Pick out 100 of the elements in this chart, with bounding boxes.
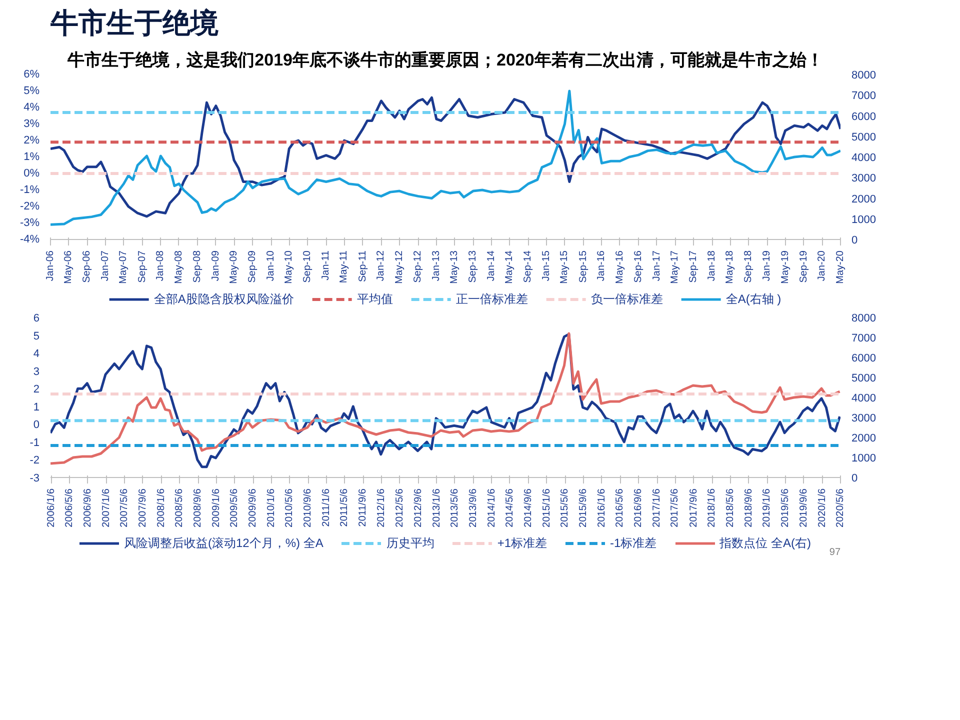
x-tick-label: May-15 — [559, 250, 570, 284]
x-tick-label: May-18 — [724, 250, 736, 284]
x-tick-label: 2019/1/6 — [762, 488, 773, 528]
x-tick-label: May-12 — [394, 250, 405, 284]
x-tick-label: 2014/9/6 — [523, 488, 534, 528]
x-tick-label: 2013/1/6 — [431, 488, 442, 528]
y-tick-label: -3% — [20, 217, 40, 229]
x-tick-label: 2010/5/6 — [284, 488, 296, 528]
x-tick-label: 2019/5/6 — [780, 488, 791, 528]
x-tick-label: Sep-08 — [192, 250, 204, 283]
x-tick-label: Sep-09 — [247, 250, 258, 283]
y-tick-label: 5 — [33, 330, 40, 342]
x-tick-label: 2009/1/6 — [211, 488, 222, 528]
y2-tick-label: 4000 — [852, 152, 876, 164]
x-tick-label: Sep-14 — [522, 250, 534, 283]
x-tick-label: Jan-11 — [320, 250, 332, 280]
x-tick-label: 2012/1/6 — [376, 488, 388, 528]
x-tick-label: Sep-18 — [743, 250, 754, 283]
x-tick-label: May-19 — [780, 250, 791, 284]
legend-label: 平均值 — [356, 290, 393, 308]
x-tick-label: 2014/1/6 — [486, 488, 498, 528]
x-tick-label: Sep-10 — [302, 250, 314, 283]
y-tick-label: 3 — [33, 366, 40, 378]
x-tick-label: 2009/9/6 — [248, 488, 259, 528]
x-tick-label: Jan-18 — [706, 250, 718, 282]
y2-tick-label: 2000 — [852, 193, 876, 206]
x-tick-label: 2017/5/6 — [670, 488, 681, 528]
x-tick-label: Jan-12 — [376, 250, 387, 282]
y-tick-label: -1% — [20, 184, 40, 196]
x-tick-label: 2020/5/6 — [835, 488, 846, 528]
x-tick-label: Jan-07 — [100, 250, 112, 282]
x-tick-label: Jan-13 — [430, 250, 442, 282]
y2-tick-label: 0 — [852, 234, 858, 246]
x-tick-label: 2011/1/6 — [321, 488, 332, 527]
x-tick-label: Jan-09 — [210, 250, 222, 282]
x-tick-label: 2016/1/6 — [596, 488, 608, 528]
x-tick-label: 2008/9/6 — [192, 488, 204, 528]
x-tick-label: Jan-08 — [155, 250, 166, 282]
y2-tick-label: 2000 — [852, 432, 876, 444]
x-tick-label: Sep-13 — [468, 250, 479, 283]
legend-label: +1标准差 — [497, 534, 548, 552]
legend-label: 全A(右轴 ) — [726, 290, 782, 308]
y-tick-label: -4% — [20, 234, 40, 246]
x-tick-label: May-17 — [670, 250, 681, 284]
x-tick-label: 2015/5/6 — [560, 488, 571, 528]
x-tick-label: 2020/1/6 — [816, 488, 828, 528]
x-tick-label: 2012/5/6 — [394, 488, 406, 528]
x-tick-label: May-16 — [614, 250, 626, 284]
x-tick-label: Jan-06 — [45, 250, 56, 282]
y2-tick-label: 4000 — [852, 392, 876, 404]
y-tick-label: 5% — [24, 85, 40, 97]
x-tick-label: May-14 — [504, 250, 516, 284]
y-tick-label: 6% — [24, 68, 40, 80]
legend-label: 历史平均 — [386, 534, 434, 552]
x-tick-label: 2009/5/6 — [229, 488, 240, 528]
x-tick-label: Sep-17 — [688, 250, 700, 283]
y2-tick-label: 6000 — [852, 352, 876, 364]
legend-label: 指数点位 全A(右) — [720, 534, 812, 552]
y-tick-label: 1 — [33, 401, 40, 414]
x-tick-label: 2013/9/6 — [468, 488, 479, 528]
y2-tick-label: 5000 — [852, 372, 876, 384]
x-tick-label: May-11 — [338, 250, 350, 284]
y2-tick-label: 8000 — [852, 312, 876, 324]
x-tick-label: Sep-19 — [798, 250, 810, 283]
legend-label: 全部A股隐含股权风险溢价 — [154, 290, 294, 308]
y2-tick-label: 7000 — [852, 332, 876, 344]
x-tick-label: 2010/9/6 — [302, 488, 314, 528]
x-tick-label: Sep-06 — [82, 250, 93, 283]
x-tick-label: May-07 — [118, 250, 130, 284]
x-tick-label: 2018/1/6 — [706, 488, 718, 528]
x-tick-label: 2015/1/6 — [541, 488, 552, 528]
x-tick-label: Sep-07 — [136, 250, 148, 283]
y-tick-label: -2% — [20, 200, 40, 212]
x-tick-label: 2011/5/6 — [339, 488, 350, 527]
x-tick-label: Jan-19 — [762, 250, 773, 282]
y-tick-label: 0% — [24, 168, 40, 180]
y-tick-label: 0 — [33, 419, 40, 432]
x-tick-label: 2007/1/6 — [100, 488, 112, 528]
text: 97 — [829, 547, 841, 558]
x-tick-label: Sep-15 — [578, 250, 589, 283]
x-tick-label: 2006/5/6 — [64, 488, 75, 528]
x-tick-label: 2007/9/6 — [137, 488, 148, 528]
x-tick-label: 2013/5/6 — [449, 488, 460, 528]
chart-subtitle: 牛市生于绝境，这是我们2019年底不谈牛市的重要原因；2020年若有二次出清，可能就是牛市之始！ — [66, 50, 824, 70]
y2-tick-label: 6000 — [852, 110, 876, 123]
y-tick-label: -3 — [30, 472, 40, 484]
x-tick-label: Jan-14 — [486, 250, 498, 282]
x-tick-label: May-20 — [835, 250, 846, 284]
y-tick-label: 2 — [33, 384, 40, 396]
y2-tick-label: 1000 — [852, 214, 876, 226]
x-tick-label: 2017/1/6 — [652, 488, 663, 528]
x-tick-label: 2017/9/6 — [688, 488, 700, 528]
x-tick-label: 2008/1/6 — [156, 488, 167, 528]
y2-tick-label: 7000 — [852, 90, 876, 102]
legend-label: 负一倍标准差 — [590, 290, 663, 308]
x-tick-label: 2007/5/6 — [118, 488, 130, 528]
legend-label: -1标准差 — [610, 534, 657, 552]
x-tick-label: 2010/1/6 — [266, 488, 278, 528]
x-tick-label: 2014/5/6 — [504, 488, 516, 528]
x-tick-label: 2011/9/6 — [358, 488, 369, 527]
